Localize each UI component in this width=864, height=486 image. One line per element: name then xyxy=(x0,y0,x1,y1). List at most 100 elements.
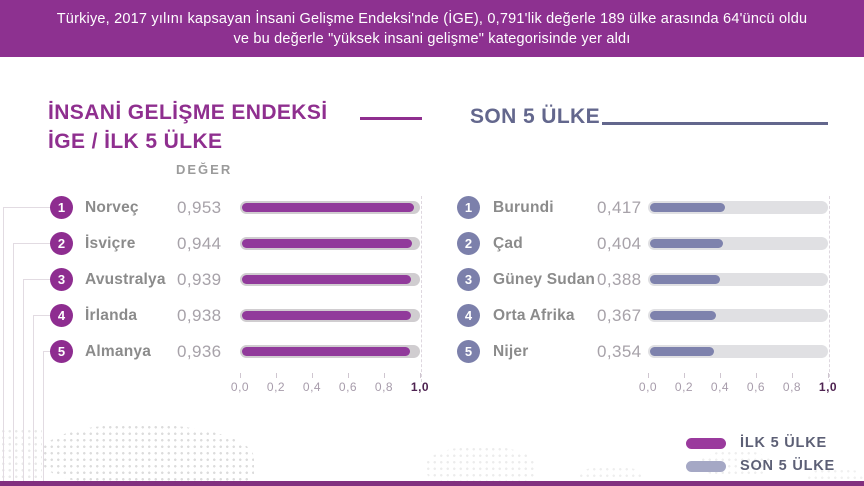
bar-fill xyxy=(650,239,723,248)
value-label: 0,388 xyxy=(597,269,642,289)
header-line-2: ve bu değerle "yüksek insani gelişme" ka… xyxy=(233,30,631,47)
left-chart-title-line2: İGE / İLK 5 ÜLKE xyxy=(48,130,223,153)
chart-row: 5 Nijer 0,354 xyxy=(457,340,828,363)
legend-item-ilk5: İLK 5 ÜLKE xyxy=(686,435,835,451)
chart-row: 1 Norveç 0,953 xyxy=(50,196,420,219)
right-chart-title: SON 5 ÜLKE xyxy=(470,105,601,128)
bar-fill xyxy=(242,203,414,212)
rank-badge: 1 xyxy=(50,196,73,219)
bar-track xyxy=(240,309,420,322)
chart-row: 5 Almanya 0,936 xyxy=(50,340,420,363)
tick-label: 0,6 xyxy=(338,380,358,394)
bar-track xyxy=(648,345,828,358)
tick-label: 0,2 xyxy=(674,380,694,394)
connector-line xyxy=(3,207,4,486)
tick-label: 1,0 xyxy=(410,380,430,394)
value-label: 0,367 xyxy=(597,305,642,325)
tick-label: 1,0 xyxy=(818,380,838,394)
connector-line xyxy=(13,243,50,244)
bar-track xyxy=(648,309,828,322)
title-rule xyxy=(360,117,422,120)
halftone-pattern xyxy=(42,424,254,486)
tick-mark xyxy=(719,373,721,378)
value-label: 0,939 xyxy=(177,269,222,289)
bar-fill xyxy=(242,311,411,320)
tick-label: 0,2 xyxy=(266,380,286,394)
bar-track xyxy=(240,237,420,250)
country-label: Güney Sudan xyxy=(493,270,596,288)
tick-mark xyxy=(791,373,793,378)
gridline-max xyxy=(829,196,830,382)
value-label: 0,938 xyxy=(177,305,222,325)
tick-label: 0,6 xyxy=(746,380,766,394)
connector-line xyxy=(43,351,50,352)
legend-label-ilk5: İLK 5 ÜLKE xyxy=(740,435,827,451)
tick-mark xyxy=(755,373,757,378)
chart-row: 4 Orta Afrika 0,367 xyxy=(457,304,828,327)
connector-line xyxy=(3,207,50,208)
bar-fill xyxy=(650,347,714,356)
country-label: Nijer xyxy=(493,342,529,360)
country-label: İrlanda xyxy=(85,306,138,324)
tick-label: 0,4 xyxy=(302,380,322,394)
chart-row: 2 Çad 0,404 xyxy=(457,232,828,255)
bar-track xyxy=(648,237,828,250)
rank-badge: 2 xyxy=(457,232,480,255)
rank-badge: 5 xyxy=(457,340,480,363)
bar-track xyxy=(648,201,828,214)
header-banner: Türkiye, 2017 yılını kapsayan İnsani Gel… xyxy=(0,0,864,57)
chart-row: 2 İsviçre 0,944 xyxy=(50,232,420,255)
chart-row: 4 İrlanda 0,938 xyxy=(50,304,420,327)
tick-mark xyxy=(275,373,277,378)
country-label: Çad xyxy=(493,234,523,252)
bar-fill xyxy=(242,239,412,248)
value-label: 0,936 xyxy=(177,341,222,361)
bar-fill xyxy=(650,311,717,320)
bar-fill xyxy=(242,275,412,284)
tick-mark xyxy=(683,373,685,378)
x-axis-left: 0,0 0,2 0,4 0,6 0,8 1,0 xyxy=(231,373,429,395)
connector-line xyxy=(33,315,50,316)
rank-badge: 4 xyxy=(457,304,480,327)
gridline-max xyxy=(421,196,422,382)
title-rule xyxy=(602,122,828,125)
chart-row: 1 Burundi 0,417 xyxy=(457,196,828,219)
country-label: Norveç xyxy=(85,198,139,216)
connector-line xyxy=(23,279,50,280)
tick-mark xyxy=(647,373,649,378)
tick-label: 0,0 xyxy=(230,380,250,394)
rank-badge: 5 xyxy=(50,340,73,363)
tick-mark xyxy=(383,373,385,378)
legend-swatch-son5 xyxy=(686,460,726,472)
bar-fill xyxy=(242,347,411,356)
tick-label: 0,0 xyxy=(638,380,658,394)
chart-row: 3 Avustralya 0,939 xyxy=(50,268,420,291)
chart-row: 3 Güney Sudan 0,388 xyxy=(457,268,828,291)
value-label: 0,944 xyxy=(177,233,222,253)
rank-badge: 3 xyxy=(457,268,480,291)
value-label: 0,953 xyxy=(177,197,222,217)
bar-track xyxy=(240,273,420,286)
connector-line xyxy=(23,279,24,486)
country-label: Burundi xyxy=(493,198,554,216)
connector-line xyxy=(43,351,44,486)
halftone-pattern xyxy=(425,446,537,486)
tick-mark xyxy=(419,373,421,378)
value-column-header: DEĞER xyxy=(176,162,233,177)
rank-badge: 4 xyxy=(50,304,73,327)
tick-mark xyxy=(347,373,349,378)
x-axis-right: 0,0 0,2 0,4 0,6 0,8 1,0 xyxy=(639,373,837,395)
legend-item-son5: SON 5 ÜLKE xyxy=(686,458,835,474)
tick-mark xyxy=(239,373,241,378)
halftone-pattern xyxy=(0,428,42,480)
legend: İLK 5 ÜLKE SON 5 ÜLKE xyxy=(686,435,835,483)
value-label: 0,404 xyxy=(597,233,642,253)
tick-label: 0,4 xyxy=(710,380,730,394)
tick-mark xyxy=(827,373,829,378)
bar-fill xyxy=(650,203,726,212)
tick-label: 0,8 xyxy=(782,380,802,394)
rank-badge: 1 xyxy=(457,196,480,219)
bar-track xyxy=(648,273,828,286)
country-label: Avustralya xyxy=(85,270,166,288)
